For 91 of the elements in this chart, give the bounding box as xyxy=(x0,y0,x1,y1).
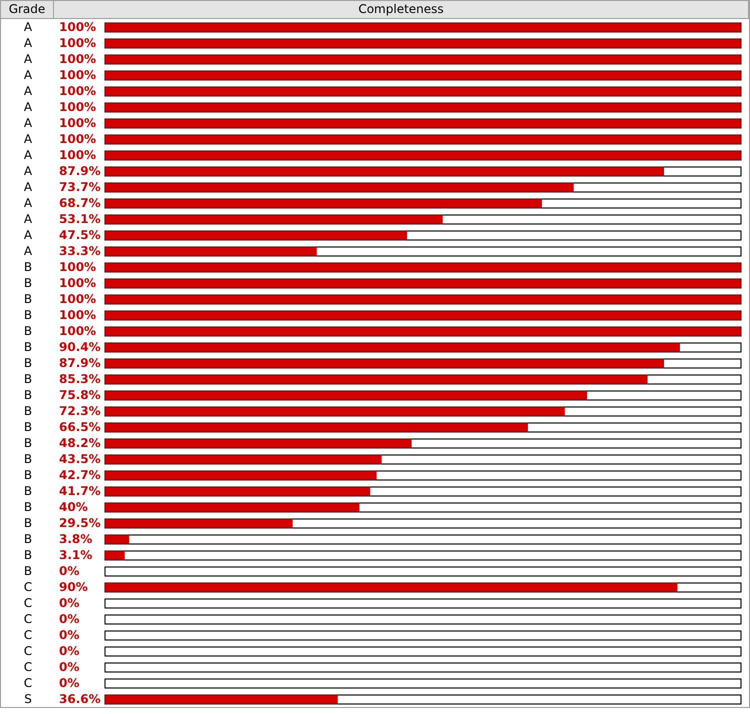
data-label: 53.1% xyxy=(59,212,101,226)
y-tick-label: B xyxy=(24,372,32,386)
data-label: 90.4% xyxy=(59,340,101,354)
data-label: 100% xyxy=(59,308,96,322)
y-tick-label: B xyxy=(24,452,32,466)
y-tick-label: A xyxy=(24,116,33,130)
y-tick-label: B xyxy=(24,500,32,514)
y-tick-label: B xyxy=(24,436,32,450)
y-tick-label: B xyxy=(24,324,32,338)
data-label: 100% xyxy=(59,132,96,146)
data-label: 100% xyxy=(59,68,96,82)
data-label: 0% xyxy=(59,660,80,674)
y-axis-title: Grade xyxy=(1,1,54,19)
data-label: 48.2% xyxy=(59,436,101,450)
data-label: 40% xyxy=(59,500,88,514)
data-label: 47.5% xyxy=(59,228,101,242)
y-tick-label: B xyxy=(24,532,32,546)
y-tick-label: C xyxy=(24,596,32,610)
data-label: 87.9% xyxy=(59,356,101,370)
y-tick-label: A xyxy=(24,148,33,162)
y-tick-label: B xyxy=(24,340,32,354)
data-label: 29.5% xyxy=(59,516,101,530)
y-tick-label: B xyxy=(24,484,32,498)
y-tick-label: A xyxy=(24,196,33,210)
y-tick-label: B xyxy=(24,388,32,402)
data-label: 100% xyxy=(59,260,96,274)
y-tick-label: B xyxy=(24,564,32,578)
y-tick-label: A xyxy=(24,100,33,114)
y-tick-label: C xyxy=(24,644,32,658)
y-tick-label: S xyxy=(24,692,32,706)
y-tick-label: A xyxy=(24,180,33,194)
data-label: 100% xyxy=(59,84,96,98)
y-tick-label: A xyxy=(24,244,33,258)
y-tick-label: B xyxy=(24,548,32,562)
bar xyxy=(105,551,125,560)
data-label: 3.8% xyxy=(59,532,92,546)
data-label: 87.9% xyxy=(59,164,101,178)
data-label: 0% xyxy=(59,676,80,690)
data-label: 0% xyxy=(59,628,80,642)
data-label: 41.7% xyxy=(59,484,101,498)
y-tick-label: C xyxy=(24,676,32,690)
y-tick-label: A xyxy=(24,20,33,34)
y-tick-label: C xyxy=(24,580,32,594)
y-tick-label: A xyxy=(24,132,33,146)
y-tick-label: B xyxy=(24,468,32,482)
data-label: 100% xyxy=(59,276,96,290)
y-tick-label: B xyxy=(24,404,32,418)
y-tick-label: A xyxy=(24,68,33,82)
y-tick-label: C xyxy=(24,612,32,626)
bar xyxy=(105,535,130,544)
y-tick-label: B xyxy=(24,276,32,290)
data-label: 100% xyxy=(59,292,96,306)
y-tick-label: B xyxy=(24,260,32,274)
data-label: 100% xyxy=(59,52,96,66)
y-tick-label: A xyxy=(24,52,33,66)
data-label: 100% xyxy=(59,116,96,130)
y-tick-label: A xyxy=(24,164,33,178)
y-tick-label: A xyxy=(24,212,33,226)
data-label: 43.5% xyxy=(59,452,101,466)
data-label: 100% xyxy=(59,324,96,338)
y-tick-label: A xyxy=(24,36,33,50)
data-label: 100% xyxy=(59,20,96,34)
y-tick-label: C xyxy=(24,660,32,674)
data-label: 36.6% xyxy=(59,692,101,706)
x-axis-title: Completeness xyxy=(54,1,749,19)
data-label: 73.7% xyxy=(59,180,101,194)
data-label: 0% xyxy=(59,596,80,610)
data-label: 0% xyxy=(59,564,80,578)
data-label: 33.3% xyxy=(59,244,101,258)
y-tick-label: B xyxy=(24,308,32,322)
y-tick-label: B xyxy=(24,420,32,434)
y-tick-label: A xyxy=(24,84,33,98)
data-label: 42.7% xyxy=(59,468,101,482)
y-tick-label: B xyxy=(24,516,32,530)
data-label: 0% xyxy=(59,644,80,658)
data-label: 85.3% xyxy=(59,372,101,386)
y-tick-label: A xyxy=(24,228,33,242)
data-label: 72.3% xyxy=(59,404,101,418)
data-label: 100% xyxy=(59,100,96,114)
data-label: 90% xyxy=(59,580,88,594)
y-tick-label: C xyxy=(24,628,32,642)
data-label: 0% xyxy=(59,612,80,626)
data-label: 3.1% xyxy=(59,548,92,562)
bar xyxy=(105,519,293,528)
data-label: 100% xyxy=(59,148,96,162)
data-label: 68.7% xyxy=(59,196,101,210)
y-tick-label: B xyxy=(24,292,32,306)
y-tick-label: B xyxy=(24,356,32,370)
data-label: 66.5% xyxy=(59,420,101,434)
data-label: 75.8% xyxy=(59,388,101,402)
data-label: 100% xyxy=(59,36,96,50)
